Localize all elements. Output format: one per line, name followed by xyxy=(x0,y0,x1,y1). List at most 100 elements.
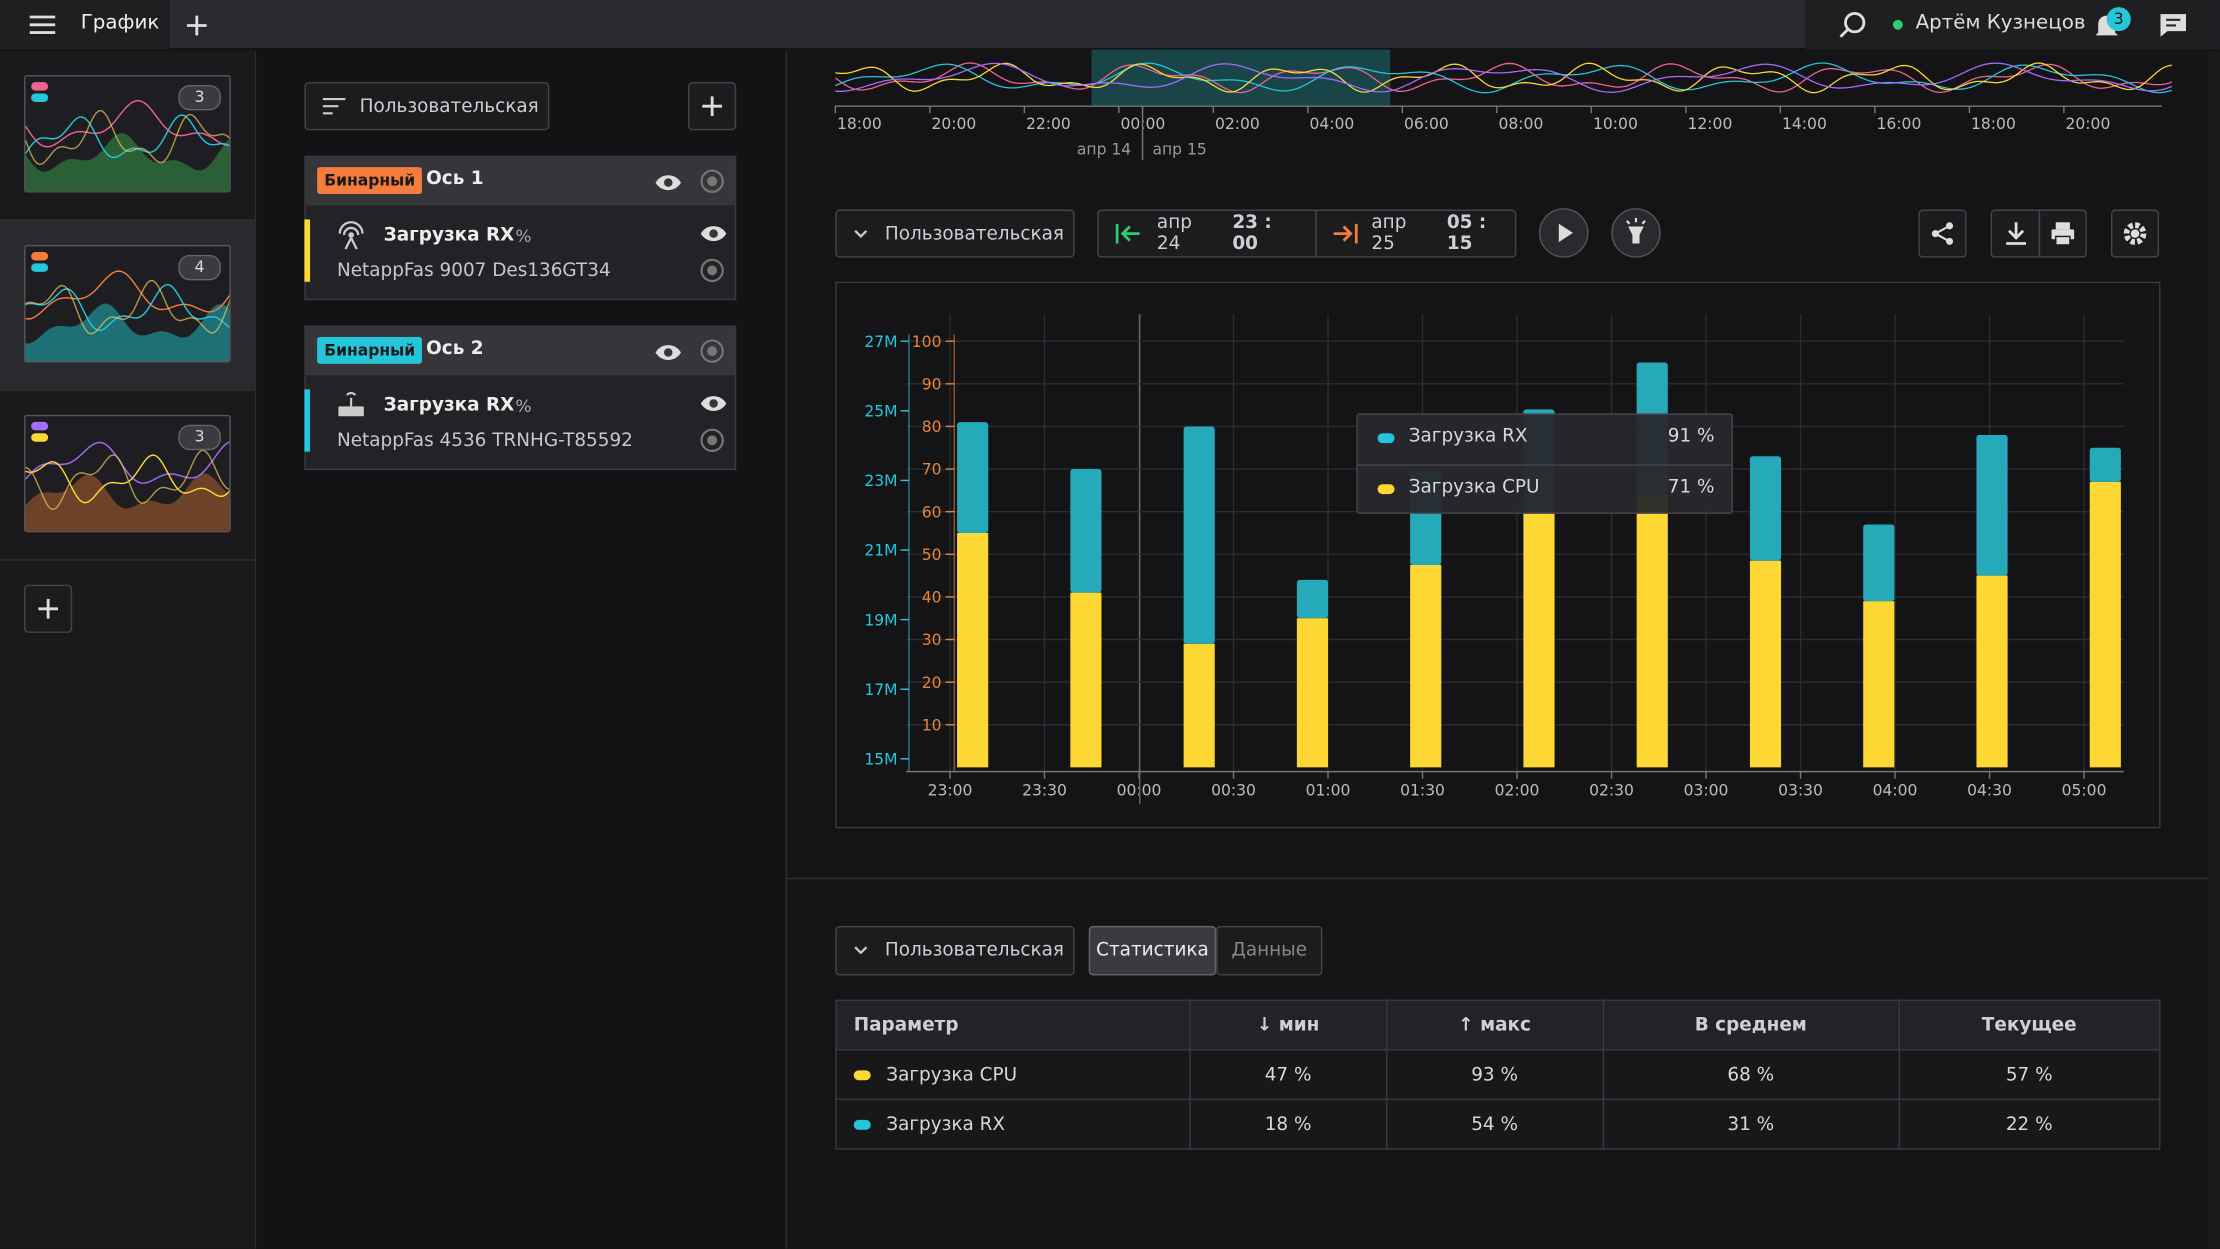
series-stripe xyxy=(304,389,311,452)
range-preset[interactable]: Пользовательская xyxy=(835,209,1075,258)
column-header[interactable]: Параметр xyxy=(835,999,1191,1051)
thumbnail-preview xyxy=(25,99,230,192)
visibility-toggle[interactable] xyxy=(654,171,682,198)
series-source: NetappFas 4536 TRNHG-T85592 xyxy=(336,430,633,452)
bar-segment xyxy=(1976,575,2008,768)
axis-name: Ось 2 xyxy=(426,338,484,360)
download-button[interactable] xyxy=(2005,221,2028,246)
from-time: 23 : 00 xyxy=(1232,212,1272,255)
add-tab[interactable] xyxy=(185,14,208,37)
cell-text: Загрузка CPU xyxy=(886,1063,1018,1086)
bar-segment xyxy=(1296,618,1329,768)
column-title: Параметр xyxy=(853,1014,959,1036)
share-button[interactable] xyxy=(1918,209,1967,258)
thumb-legend-dot xyxy=(31,263,49,272)
x-tick-label: 23:00 xyxy=(928,782,973,800)
print-button[interactable] xyxy=(2050,221,2075,246)
y2-tick-label: 25M xyxy=(864,402,897,420)
column-header[interactable]: Текущее xyxy=(1897,999,2161,1051)
x-tick-label: 02:30 xyxy=(1589,782,1634,800)
bar-segment xyxy=(1070,469,1102,593)
user-name[interactable]: Артём Кузнецов xyxy=(1915,11,2086,34)
range-picker[interactable]: апр 24 23 : 00 апр 25 05 : 15 xyxy=(1097,209,1517,258)
tab-data[interactable]: Данные xyxy=(1216,925,1323,976)
series-visibility[interactable] xyxy=(699,392,727,419)
export-group xyxy=(1990,209,2087,258)
tooltip-name: Загрузка CPU xyxy=(1408,477,1540,499)
thumb-legend-dot xyxy=(31,82,49,91)
y-tick-label: 90 xyxy=(922,375,942,393)
series-visibility[interactable] xyxy=(699,222,727,249)
chat-icon[interactable] xyxy=(2159,13,2187,38)
visibility-toggle[interactable] xyxy=(654,341,682,368)
overview[interactable]: 18:00 20:00 22:00 00:00 02:00 04:00 06:00 08:00… xyxy=(828,49,2173,163)
preset-dropdown[interactable]: Пользовательская xyxy=(304,82,550,131)
app-title: График xyxy=(80,11,160,34)
table-cell: 68 % xyxy=(1602,1049,1900,1101)
column-header[interactable]: ↑ макс xyxy=(1385,999,1604,1051)
overview-tick-label: 02:00 xyxy=(1215,115,1260,133)
thumb-count: 3 xyxy=(178,424,221,451)
series-settings[interactable] xyxy=(699,428,724,459)
search-icon[interactable] xyxy=(1838,10,1869,41)
bar-segment xyxy=(957,532,989,768)
settings-button[interactable] xyxy=(2110,209,2160,258)
table-row: Загрузка RX 18 % 54 % 31 % 22 % xyxy=(835,1098,2161,1150)
user-area xyxy=(1805,0,2220,50)
scrollbar xyxy=(2208,50,2220,1249)
x-tick-label: 01:00 xyxy=(1306,782,1351,800)
series-unit: % xyxy=(515,226,532,247)
thumb-line xyxy=(25,114,230,159)
y-tick-label: 50 xyxy=(922,546,942,564)
bar-segment xyxy=(957,422,989,533)
column-title: Текущее xyxy=(1981,1014,2077,1036)
highlight-button[interactable] xyxy=(1611,208,1661,258)
add-chart[interactable] xyxy=(24,584,73,633)
thumb-line xyxy=(25,279,230,335)
chart-thumbnail[interactable]: 3 xyxy=(24,75,231,193)
stats-preset[interactable]: Пользовательская xyxy=(835,925,1075,976)
table-row: Загрузка CPU 47 % 93 % 68 % 57 % xyxy=(835,1049,2161,1101)
tooltip-swatch xyxy=(1377,433,1395,444)
thumb-area xyxy=(25,303,230,362)
y2-tick-label: 15M xyxy=(864,751,897,769)
series-icon xyxy=(334,389,368,426)
bar-segment xyxy=(1296,579,1329,619)
to-date: апр 25 xyxy=(1371,212,1407,255)
add-axis[interactable] xyxy=(688,82,737,131)
axis-settings[interactable] xyxy=(699,168,724,199)
thumb-line xyxy=(25,449,230,511)
thumb-count: 3 xyxy=(178,84,221,111)
x-tick-label: 04:00 xyxy=(1873,782,1918,800)
thumb-legend-dot xyxy=(31,421,49,431)
series-source: NetappFas 9007 Des136GT34 xyxy=(336,260,611,282)
menu-icon[interactable] xyxy=(28,14,56,35)
chart-thumbnail[interactable]: 4 xyxy=(24,244,231,363)
divider xyxy=(0,389,255,391)
thumb-legend-dot xyxy=(31,252,49,261)
series-settings[interactable] xyxy=(699,258,724,289)
tab-active[interactable] xyxy=(0,0,170,50)
cell-text: 57 % xyxy=(2005,1063,2053,1086)
bar-segment xyxy=(1070,592,1102,768)
chart-thumbnail[interactable]: 3 xyxy=(24,414,231,533)
thumb-area xyxy=(25,133,230,192)
y2-tick-label: 23M xyxy=(864,472,897,490)
status-dot xyxy=(1892,19,1903,30)
table-cell: 18 % xyxy=(1189,1098,1387,1150)
tooltip-value: 71 % xyxy=(1667,477,1715,499)
axis-settings[interactable] xyxy=(699,338,724,369)
play-button[interactable] xyxy=(1538,208,1589,258)
column-header[interactable]: В среднем xyxy=(1602,999,1900,1051)
series-icon xyxy=(334,219,368,256)
tooltip-value: 91 % xyxy=(1667,426,1715,448)
bar-segment xyxy=(2089,481,2121,768)
thumb-legend-dot xyxy=(31,433,49,442)
from-date: апр 24 xyxy=(1156,212,1192,255)
overview-line xyxy=(835,62,2173,94)
bar-segment xyxy=(1749,560,1782,768)
series-unit: % xyxy=(515,396,532,417)
column-header[interactable]: ↓ мин xyxy=(1189,999,1387,1051)
bar-segment xyxy=(1183,643,1215,768)
tab-stats[interactable]: Статистика xyxy=(1088,925,1217,976)
